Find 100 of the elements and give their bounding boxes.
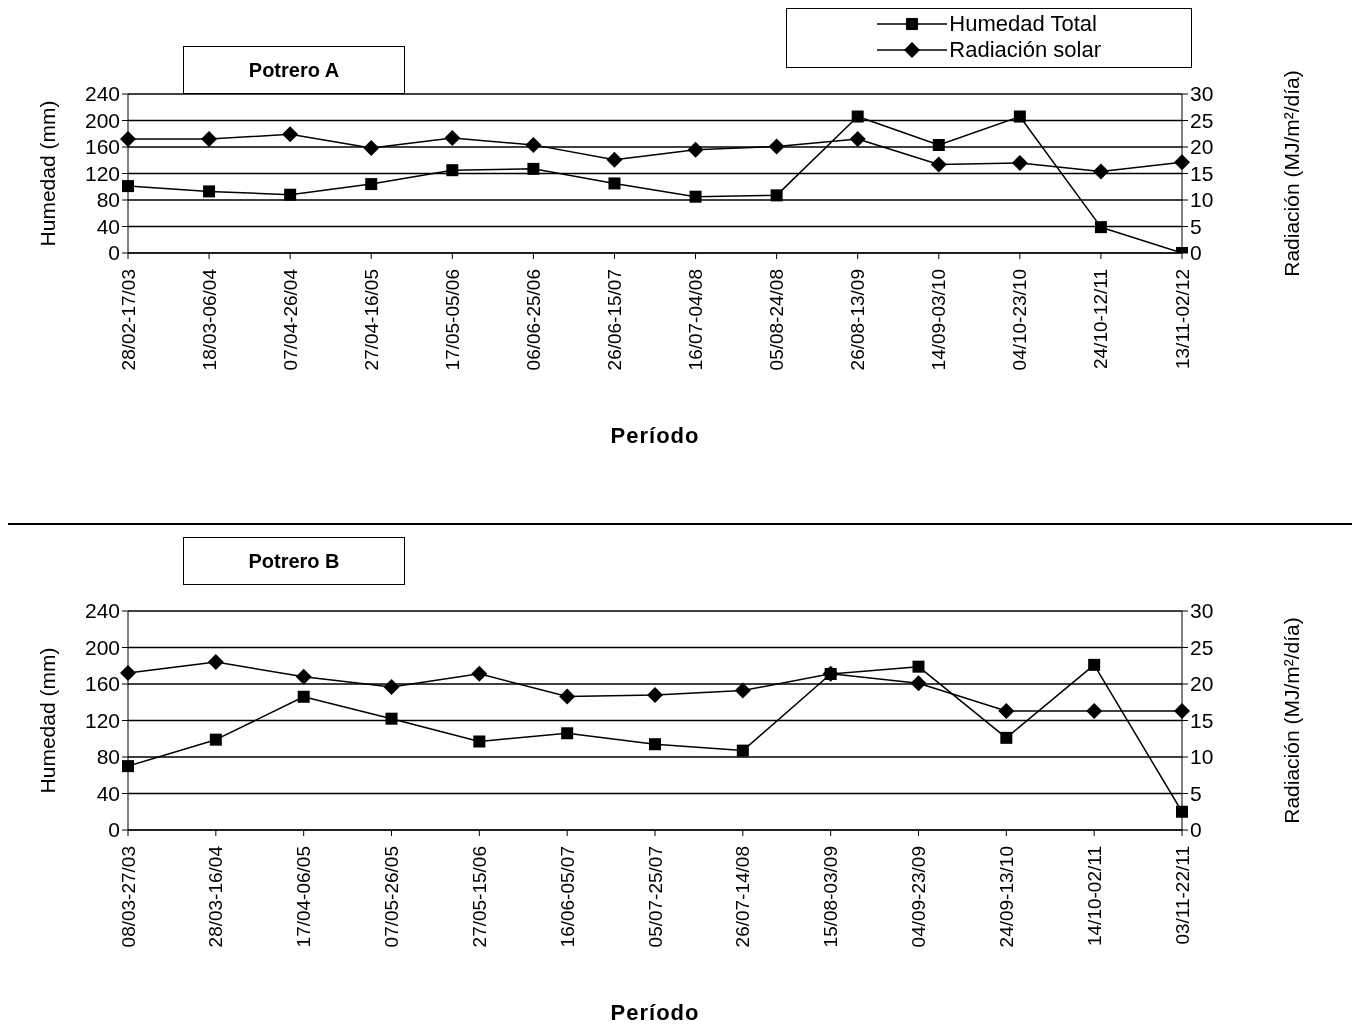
x-tick-label: 26/06-15/07 [603, 269, 625, 371]
point [473, 735, 486, 748]
chart-title: Potrero A [183, 46, 405, 94]
x-tick-label: 03/11-22/11 [1171, 846, 1193, 945]
y-axis-title: Humedad (mm) [36, 100, 60, 247]
y-tick-label: 200 [84, 108, 120, 132]
point [282, 126, 299, 143]
point [1174, 154, 1190, 171]
y2-tick-label: 5 [1190, 781, 1202, 805]
point [910, 675, 927, 692]
point [1088, 658, 1101, 671]
point [687, 141, 704, 158]
y-tick-label: 80 [96, 745, 120, 769]
point [385, 712, 398, 725]
y-tick-label: 40 [96, 781, 120, 805]
point [851, 110, 864, 123]
x-tick-label: 26/08-13/09 [847, 269, 869, 371]
y-tick-label: 40 [96, 214, 120, 238]
point [649, 738, 661, 751]
point [363, 140, 380, 157]
point [525, 136, 542, 153]
y2-tick-label: 20 [1190, 135, 1214, 159]
legend-label: Humedad Total [949, 11, 1097, 37]
point [120, 131, 136, 148]
x-axis-title: Período [610, 423, 700, 448]
point [647, 686, 663, 703]
x-tick-label: 28/02-17/03 [117, 269, 139, 371]
point [1174, 703, 1190, 720]
legend-label: Radiación solar [949, 37, 1101, 63]
x-tick-label: 16/07-04/08 [685, 269, 707, 371]
y2-tick-label: 30 [1190, 599, 1214, 623]
point [1011, 154, 1028, 171]
y-tick-label: 160 [84, 135, 120, 159]
point [930, 156, 947, 173]
y2-tick-label: 30 [1190, 82, 1214, 106]
point [768, 138, 785, 155]
point [527, 162, 540, 175]
point [770, 189, 783, 202]
y2-tick-label: 10 [1190, 188, 1214, 212]
point [1092, 163, 1109, 180]
point [122, 760, 134, 773]
y2-tick-label: 15 [1190, 161, 1214, 185]
chart-title: Potrero B [183, 537, 405, 585]
x-tick-label: 04/09-23/09 [908, 846, 929, 948]
x-tick-label: 13/11-02/12 [1171, 269, 1193, 370]
y-tick-label: 80 [96, 188, 120, 212]
point [734, 682, 751, 699]
x-tick-label: 16/06-05/07 [556, 846, 578, 948]
y2-tick-label: 20 [1190, 672, 1214, 696]
point [203, 185, 216, 198]
x-tick-label: 07/05-26/05 [381, 846, 402, 948]
point [608, 177, 621, 190]
y-tick-label: 240 [84, 82, 120, 106]
x-tick-label: 14/09-03/10 [928, 269, 950, 371]
y2-tick-label: 10 [1190, 745, 1214, 769]
y2-tick-label: 0 [1190, 241, 1202, 265]
x-tick-label: 17/04-06/05 [293, 846, 315, 948]
y2-axis-title: Radiación (MJ/m²/día) [1280, 617, 1304, 824]
point [471, 665, 488, 682]
point [1086, 703, 1103, 720]
point [383, 678, 400, 695]
x-tick-label: 27/05-15/06 [468, 846, 490, 948]
point [912, 660, 925, 673]
point [295, 668, 312, 685]
point [1000, 731, 1013, 744]
y-tick-label: 120 [84, 708, 120, 732]
point [209, 733, 222, 746]
point [736, 744, 749, 757]
point [1176, 805, 1188, 818]
point [297, 690, 310, 703]
y-tick-label: 0 [108, 818, 120, 842]
y-tick-label: 160 [84, 672, 120, 696]
point [1013, 110, 1026, 123]
x-tick-label: 05/08-24/08 [766, 269, 788, 371]
x-tick-label: 04/10-23/10 [1009, 269, 1031, 371]
x-axis-title: Período [610, 1000, 700, 1025]
y-tick-label: 0 [108, 241, 120, 265]
x-tick-label: 24/10-12/11 [1090, 269, 1112, 370]
point [559, 688, 576, 705]
y-tick-label: 240 [84, 599, 120, 623]
x-tick-label: 24/09-13/10 [995, 846, 1017, 948]
y2-tick-label: 25 [1190, 635, 1214, 659]
x-tick-label: 07/04-26/04 [279, 268, 301, 371]
x-tick-label: 27/04-16/05 [360, 269, 382, 371]
x-tick-label: 17/05-05/06 [441, 269, 463, 371]
point [998, 703, 1015, 720]
y2-tick-label: 25 [1190, 108, 1214, 132]
x-tick-label: 05/07-25/07 [644, 846, 666, 948]
y-tick-label: 200 [84, 635, 120, 659]
y-tick-label: 120 [84, 161, 120, 185]
point [201, 131, 218, 148]
y2-tick-label: 15 [1190, 708, 1214, 732]
x-tick-label: 08/03-27/03 [117, 846, 139, 948]
point [561, 727, 574, 740]
point [207, 654, 224, 671]
point [446, 164, 459, 177]
y-axis-title: Humedad (mm) [36, 647, 60, 794]
x-tick-label: 06/06-25/06 [522, 269, 544, 371]
point [932, 139, 945, 152]
x-tick-label: 18/03-06/04 [198, 268, 220, 371]
